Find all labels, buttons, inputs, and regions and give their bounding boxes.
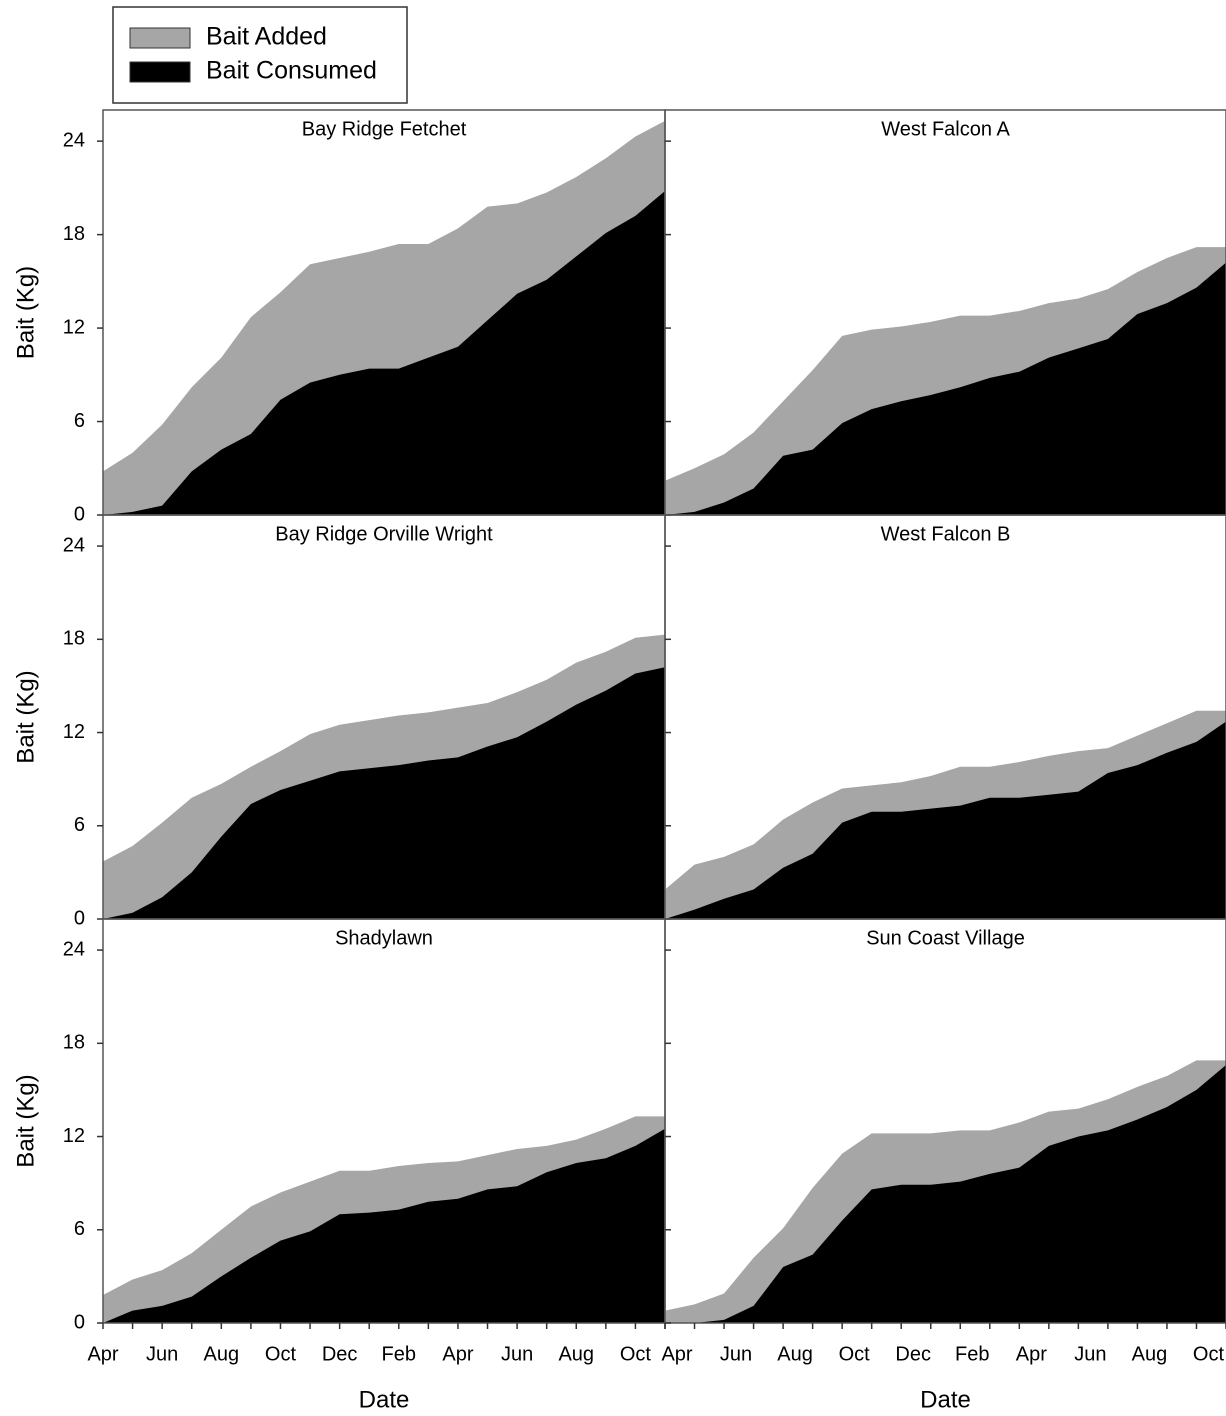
y-tick-label: 6 xyxy=(74,814,85,836)
y-tick-label: 18 xyxy=(63,223,85,245)
panel-title: Bay Ridge Fetchet xyxy=(302,118,467,140)
x-tick-label: Oct xyxy=(265,1343,297,1365)
y-axis-label: Bait (Kg) xyxy=(12,1074,39,1167)
x-tick-label: Feb xyxy=(955,1343,989,1365)
x-tick-label: Aug xyxy=(204,1343,240,1365)
x-tick-label: Dec xyxy=(895,1343,931,1365)
panel-title: Sun Coast Village xyxy=(866,927,1025,949)
y-tick-label: 24 xyxy=(63,129,85,151)
x-tick-label: Jun xyxy=(1074,1343,1106,1365)
y-tick-label: 12 xyxy=(63,721,85,743)
area xyxy=(665,721,1226,919)
y-tick-label: 24 xyxy=(63,534,85,556)
y-axis-label: Bait (Kg) xyxy=(12,266,39,359)
legend-label: Bait Consumed xyxy=(206,57,377,85)
x-tick-label: Apr xyxy=(442,1343,473,1365)
x-axis-label: Date xyxy=(920,1386,971,1413)
panel-title: Shadylawn xyxy=(335,927,433,949)
x-tick-label: Feb xyxy=(382,1343,416,1365)
legend-swatch xyxy=(129,61,191,83)
panel-title: West Falcon A xyxy=(881,118,1010,140)
y-tick-label: 18 xyxy=(63,628,85,650)
y-tick-label: 12 xyxy=(63,316,85,338)
x-tick-label: Aug xyxy=(1132,1343,1168,1365)
area xyxy=(665,1065,1226,1323)
x-tick-label: Apr xyxy=(87,1343,118,1365)
x-tick-label: Oct xyxy=(839,1343,871,1365)
x-tick-label: Aug xyxy=(558,1343,594,1365)
area xyxy=(103,191,665,515)
y-tick-label: 24 xyxy=(63,938,85,960)
panel-title: West Falcon B xyxy=(881,523,1011,545)
x-tick-label: Apr xyxy=(1016,1343,1047,1365)
area xyxy=(665,262,1226,515)
x-tick-label: Jun xyxy=(146,1343,178,1365)
panel-frame xyxy=(664,918,1226,1324)
y-tick-label: 0 xyxy=(74,907,85,929)
y-tick-label: 6 xyxy=(74,1218,85,1240)
y-tick-label: 0 xyxy=(74,503,85,525)
x-tick-label: Dec xyxy=(322,1343,358,1365)
x-tick-label: Aug xyxy=(777,1343,813,1365)
area xyxy=(103,667,665,919)
legend-label: Bait Added xyxy=(206,23,327,51)
y-tick-label: 12 xyxy=(63,1125,85,1147)
x-tick-label: Jun xyxy=(501,1343,533,1365)
x-tick-label: Oct xyxy=(620,1343,652,1365)
x-tick-label: Oct xyxy=(1193,1343,1225,1365)
y-axis-label: Bait (Kg) xyxy=(12,670,39,763)
area xyxy=(103,1128,665,1323)
y-tick-label: 18 xyxy=(63,1032,85,1054)
x-axis-label: Date xyxy=(359,1386,410,1413)
x-tick-label: Apr xyxy=(661,1343,692,1365)
x-tick-label: Jun xyxy=(720,1343,752,1365)
panel-title: Bay Ridge Orville Wright xyxy=(275,523,493,545)
y-tick-label: 6 xyxy=(74,410,85,432)
legend-swatch xyxy=(129,27,191,49)
legend-box xyxy=(112,6,408,104)
y-tick-label: 0 xyxy=(74,1311,85,1333)
